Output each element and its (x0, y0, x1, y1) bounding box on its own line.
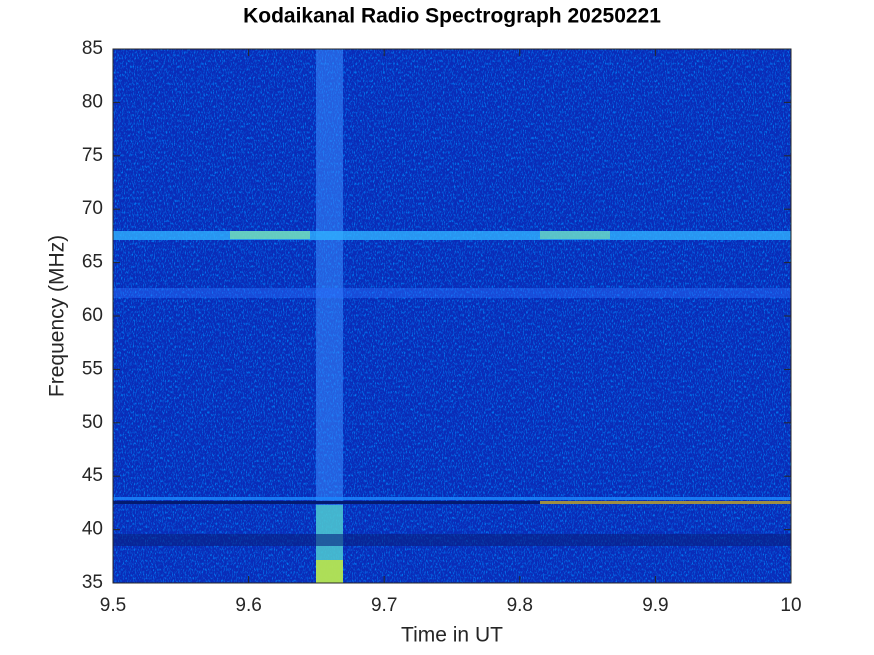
chart-title: Kodaikanal Radio Spectrograph 20250221 (243, 5, 661, 28)
y-tick-label: 50 (82, 412, 103, 433)
x-tick-label: 9.5 (100, 595, 126, 616)
x-tick-label: 10 (780, 595, 801, 616)
y-tick-label: 35 (82, 572, 103, 593)
y-tick-label: 40 (82, 519, 103, 540)
y-axis-label: Frequency (MHz) (46, 235, 69, 397)
y-tick-label: 45 (82, 465, 103, 486)
x-tick-label: 9.6 (235, 595, 261, 616)
y-tick-label: 85 (82, 38, 103, 59)
x-tick-label: 9.8 (507, 595, 533, 616)
y-tick-label: 75 (82, 145, 103, 166)
y-tick-label: 70 (82, 198, 103, 219)
y-tick-label: 55 (82, 358, 103, 379)
x-tick-label: 9.7 (371, 595, 397, 616)
x-tick-label: 9.9 (642, 595, 668, 616)
y-tick-label: 65 (82, 252, 103, 273)
x-axis-label: Time in UT (401, 624, 503, 647)
y-tick-label: 80 (82, 91, 103, 112)
spectrogram-image (113, 49, 791, 583)
y-tick-label: 60 (82, 305, 103, 326)
